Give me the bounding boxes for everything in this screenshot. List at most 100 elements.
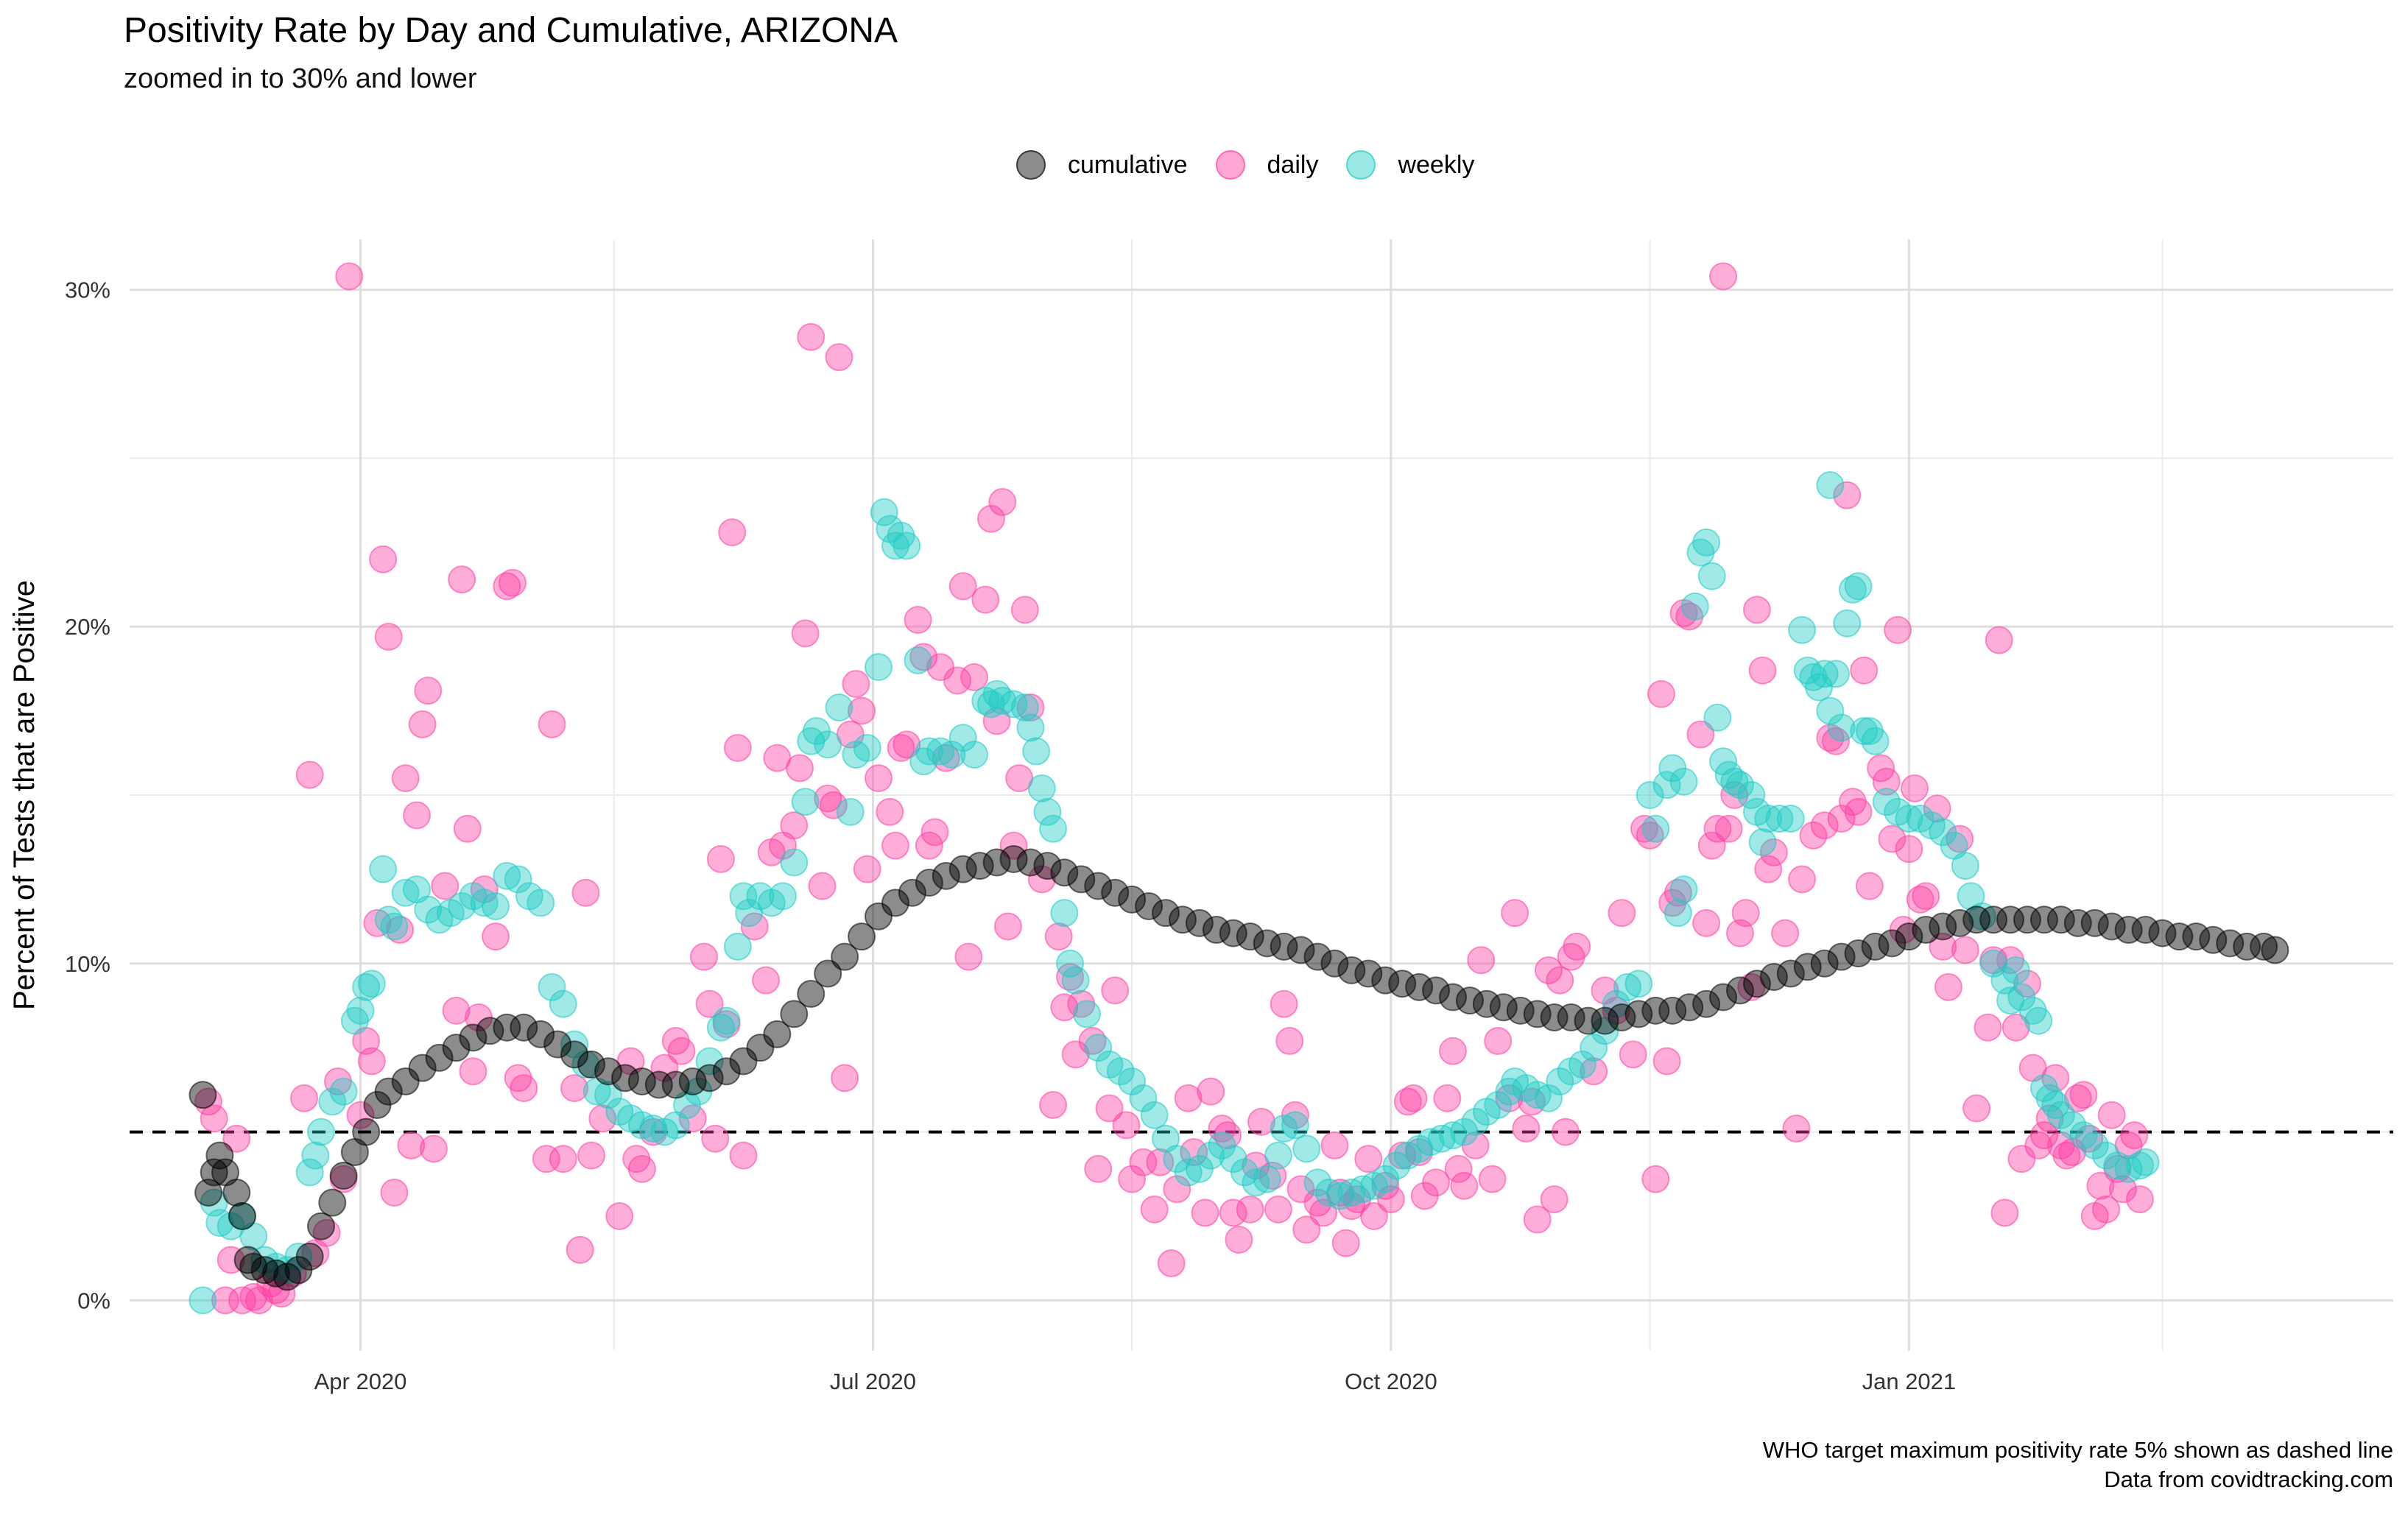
daily-point xyxy=(706,844,735,873)
daily-point xyxy=(876,797,904,826)
cumulative-point xyxy=(1472,989,1501,1018)
daily-point xyxy=(1962,1094,1991,1123)
weekly-point xyxy=(627,1111,656,1140)
cumulative-point xyxy=(982,848,1011,877)
legend-key-daily xyxy=(1215,150,1245,180)
cumulative-point xyxy=(2233,932,2261,961)
cumulative-point xyxy=(948,855,977,883)
cumulative-point xyxy=(329,1162,358,1190)
cumulative-point xyxy=(678,1067,707,1095)
daily-point xyxy=(1985,626,2013,654)
daily-point xyxy=(1422,1168,1451,1197)
daily-point xyxy=(1551,1118,1580,1146)
daily-point xyxy=(1810,811,1839,840)
daily-point xyxy=(988,487,1017,516)
legend: cumulative daily weekly xyxy=(1016,144,1502,186)
caption-line-source: Data from covidtracking.com xyxy=(2104,1466,2393,1492)
weekly-point xyxy=(814,730,842,759)
daily-point xyxy=(1540,1185,1569,1214)
weekly-point xyxy=(1833,609,1862,638)
daily-point xyxy=(1163,1175,1191,1204)
y-tick-label: 20% xyxy=(65,614,110,640)
daily-point xyxy=(1844,797,1873,826)
daily-point xyxy=(211,1286,239,1315)
daily-point xyxy=(1129,1148,1158,1176)
daily-point xyxy=(588,1104,617,1133)
daily-point xyxy=(216,1246,245,1274)
weekly-point xyxy=(893,532,921,560)
cumulative-point xyxy=(1675,993,1704,1022)
weekly-point xyxy=(1641,814,1670,843)
daily-point xyxy=(1112,1111,1141,1140)
daily-point xyxy=(740,912,769,941)
cumulative-point xyxy=(1270,932,1298,961)
weekly-point xyxy=(2058,1111,2087,1140)
daily-point xyxy=(971,585,1000,614)
daily-point xyxy=(1923,794,1951,823)
daily-point xyxy=(1692,908,1721,937)
cumulative-point xyxy=(2063,908,2092,937)
daily-point xyxy=(1546,966,1574,995)
weekly-point xyxy=(1050,899,1079,928)
cumulative-point xyxy=(1202,916,1231,945)
daily-point xyxy=(785,754,814,783)
cumulative-point xyxy=(2148,919,2177,947)
weekly-point xyxy=(1523,1081,1552,1109)
weekly-point xyxy=(948,724,977,752)
weekly-point xyxy=(1664,899,1692,928)
caption-line-who: WHO target maximum positivity rate 5% sh… xyxy=(1762,1437,2393,1463)
cumulative-point xyxy=(459,1023,487,1052)
daily-point xyxy=(960,663,989,691)
daily-point xyxy=(689,942,718,971)
daily-point xyxy=(1292,1215,1321,1244)
daily-point xyxy=(976,504,1005,533)
weekly-point xyxy=(1416,1128,1445,1157)
daily-point xyxy=(222,1124,251,1153)
weekly-point xyxy=(1816,696,1845,725)
daily-point xyxy=(431,872,460,900)
daily-point xyxy=(1264,1195,1292,1224)
weekly-point xyxy=(988,686,1017,715)
cumulative-point xyxy=(1692,989,1721,1018)
weekly-point xyxy=(825,693,853,722)
weekly-point xyxy=(1438,1121,1467,1150)
daily-point xyxy=(538,710,566,738)
cumulative-point xyxy=(1168,905,1197,934)
weekly-point xyxy=(448,892,476,920)
weekly-point xyxy=(1033,797,1062,826)
weekly-point xyxy=(527,889,555,917)
cumulative-point xyxy=(2182,922,2211,951)
cumulative-point xyxy=(527,1020,555,1048)
weekly-point xyxy=(538,972,566,1001)
daily-point xyxy=(1827,805,1856,833)
weekly-point xyxy=(295,1158,324,1187)
weekly-point xyxy=(1242,1168,1270,1197)
weekly-point xyxy=(1844,572,1873,601)
daily-point xyxy=(695,989,724,1018)
daily-point xyxy=(549,1145,577,1173)
cumulative-point xyxy=(1540,1003,1569,1031)
daily-point xyxy=(1714,814,1743,843)
daily-point xyxy=(369,545,398,573)
cumulative-point xyxy=(1455,986,1484,1015)
legend-label-cumulative: cumulative xyxy=(1068,150,1188,179)
daily-point xyxy=(1478,1165,1507,1193)
weekly-point xyxy=(1951,852,1979,880)
cumulative-point xyxy=(189,1081,217,1109)
weekly-point xyxy=(1314,1178,1343,1207)
daily-point xyxy=(1951,936,1979,964)
cumulative-point xyxy=(1219,919,1247,947)
daily-point xyxy=(1652,1047,1681,1076)
weekly-point xyxy=(1788,615,1817,644)
weekly-point xyxy=(2069,1121,2098,1150)
cumulative-point xyxy=(1878,929,1907,958)
daily-point xyxy=(1027,865,1056,894)
daily-point xyxy=(448,565,476,594)
daily-point xyxy=(1444,1154,1473,1183)
weekly-point xyxy=(1810,660,1839,688)
weekly-point xyxy=(470,889,499,917)
cumulative-point xyxy=(797,979,825,1008)
cumulative-point xyxy=(295,1242,324,1271)
cumulative-point xyxy=(1084,872,1113,900)
daily-point xyxy=(295,760,324,789)
